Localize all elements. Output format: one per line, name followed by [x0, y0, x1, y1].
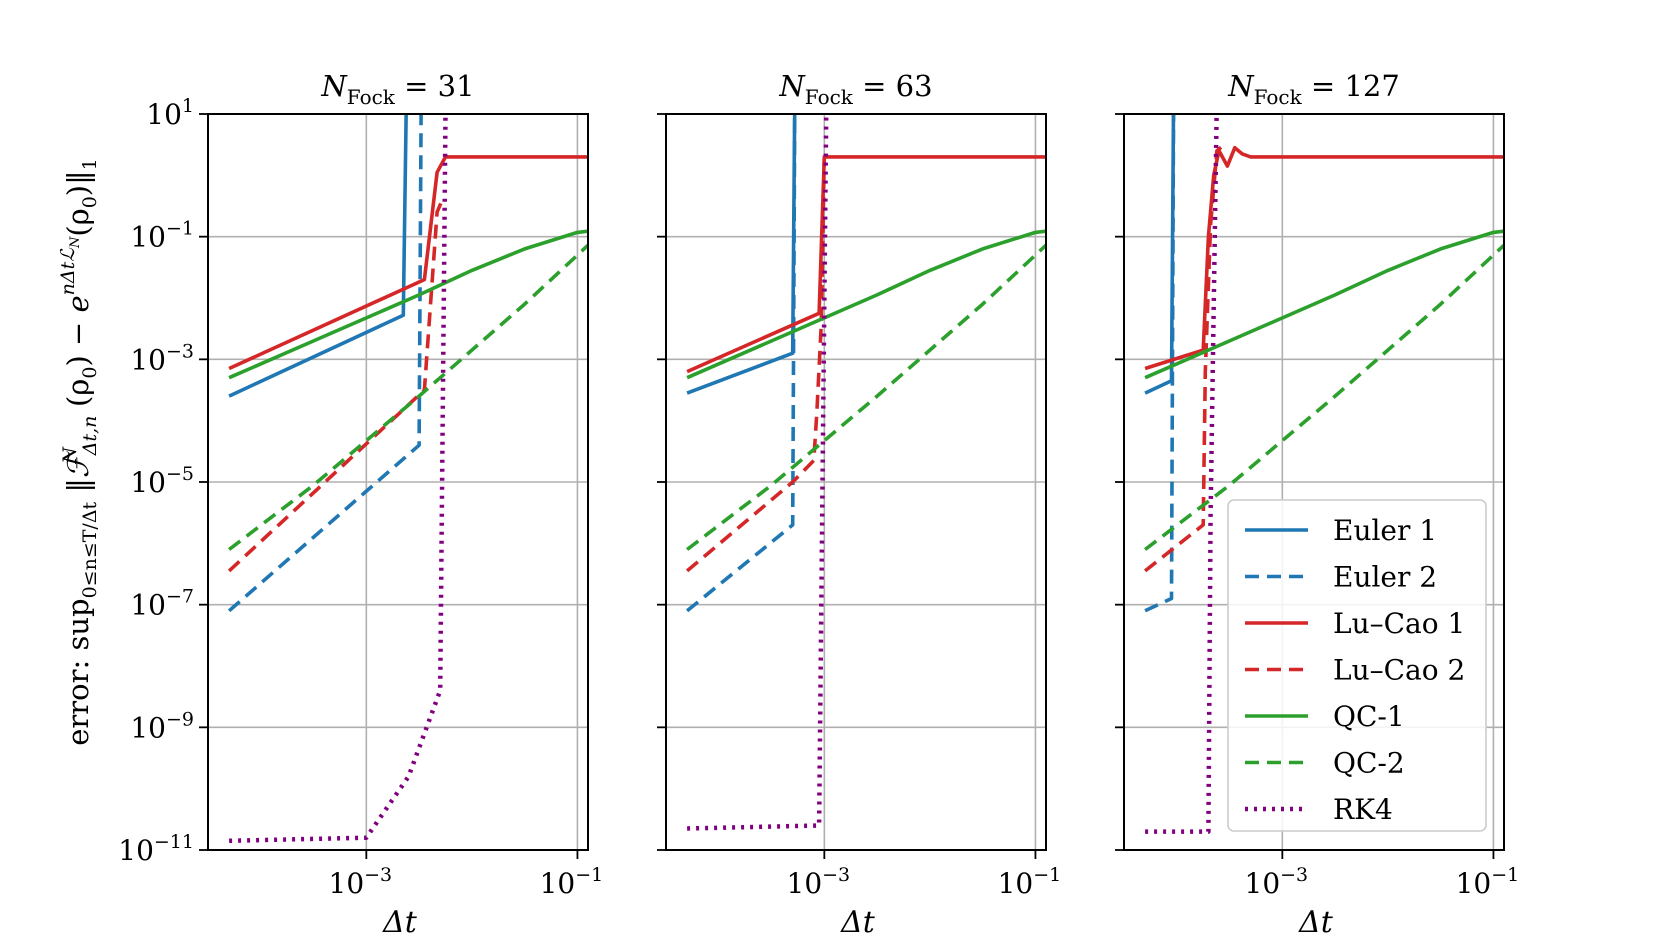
panel-title: NFock = 127	[1227, 69, 1400, 109]
series-line-euler-1	[1144, 114, 1176, 395]
series-line-euler-1	[228, 114, 408, 398]
y-tick-label: 10−3	[130, 340, 194, 376]
series-line-qc-1	[686, 229, 1046, 380]
y-tick-label: 10−9	[130, 708, 194, 744]
y-tick-label: 10−5	[130, 463, 194, 499]
x-tick-label: 10−3	[787, 864, 851, 900]
x-tick-label: 10−1	[1456, 864, 1520, 900]
panel-nfock-31: 101 10−1 10−3 10−5 10−7 10−9 10−11 10−3 10−1 NFoc…	[118, 69, 604, 900]
legend: Euler 1 Euler 2 Lu–Cao 1 Lu–Cao 2 QC-1 QC-2 RK…	[1227, 499, 1487, 832]
series-line-lu-cao-2	[685, 156, 827, 573]
series-line-lu-cao-1	[1144, 145, 1504, 371]
series-line-rk4	[229, 114, 448, 844]
y-axis-label: error: sup0≤n≤T/Δt ‖ℱΔt,nN(ρ0) − enΔtℒN(…	[57, 158, 101, 745]
x-axis-label-3: Δt	[1298, 905, 1334, 940]
y-tick-label: 101	[146, 95, 194, 131]
panel-nfock-63: 10−3 10−1 NFock = 63	[657, 69, 1062, 900]
panel-title: NFock = 63	[778, 69, 932, 109]
y-tick-label: 10−1	[130, 218, 194, 254]
x-tick-label: 10−3	[1245, 864, 1309, 900]
legend-label: Lu–Cao 1	[1333, 607, 1465, 640]
y-tick-label: 10−11	[118, 831, 194, 867]
series-line-lu-cao-1	[228, 155, 588, 371]
series-line-lu-cao-2	[227, 199, 444, 573]
series-line-qc-1	[228, 229, 588, 380]
series-line-euler-1	[686, 114, 797, 395]
x-tick-label: 10−1	[998, 864, 1062, 900]
legend-label: Euler 2	[1333, 561, 1437, 594]
axes-frame	[665, 113, 1047, 851]
series-line-qc-1	[1144, 229, 1504, 380]
axes-frame	[1123, 113, 1505, 851]
y-tick-label: 10−7	[130, 586, 194, 622]
panel-title: NFock = 31	[320, 69, 474, 109]
legend-label: RK4	[1333, 793, 1393, 826]
series-line-euler-2	[227, 114, 423, 613]
legend-label: Lu–Cao 2	[1333, 654, 1465, 687]
series-line-euler-2	[1144, 114, 1176, 613]
series-line-qc-2	[686, 242, 1046, 551]
legend-label: Euler 1	[1333, 514, 1437, 547]
x-axis-label-1: Δt	[382, 905, 418, 940]
legend-label: QC-1	[1333, 700, 1405, 733]
legend-label: QC-2	[1333, 747, 1405, 780]
series-line-qc-2	[228, 242, 588, 551]
series-line-rk4	[1145, 114, 1219, 834]
x-tick-label: 10−1	[540, 864, 604, 900]
svg-text:error: sup0≤n≤T/Δt ‖ℱΔt,nN(ρ0): error: sup0≤n≤T/Δt ‖ℱΔt,nN(ρ0) − enΔtℒN(…	[57, 158, 101, 745]
axes-frame	[207, 113, 589, 851]
series-line-rk4	[687, 114, 829, 831]
series-line-lu-cao-2	[1143, 143, 1226, 573]
x-tick-label: 10−3	[329, 864, 393, 900]
series-line-euler-2	[685, 114, 797, 613]
legend-box	[1227, 499, 1487, 832]
x-axis-label-2: Δt	[840, 905, 876, 940]
series-line-lu-cao-1	[686, 155, 1046, 374]
